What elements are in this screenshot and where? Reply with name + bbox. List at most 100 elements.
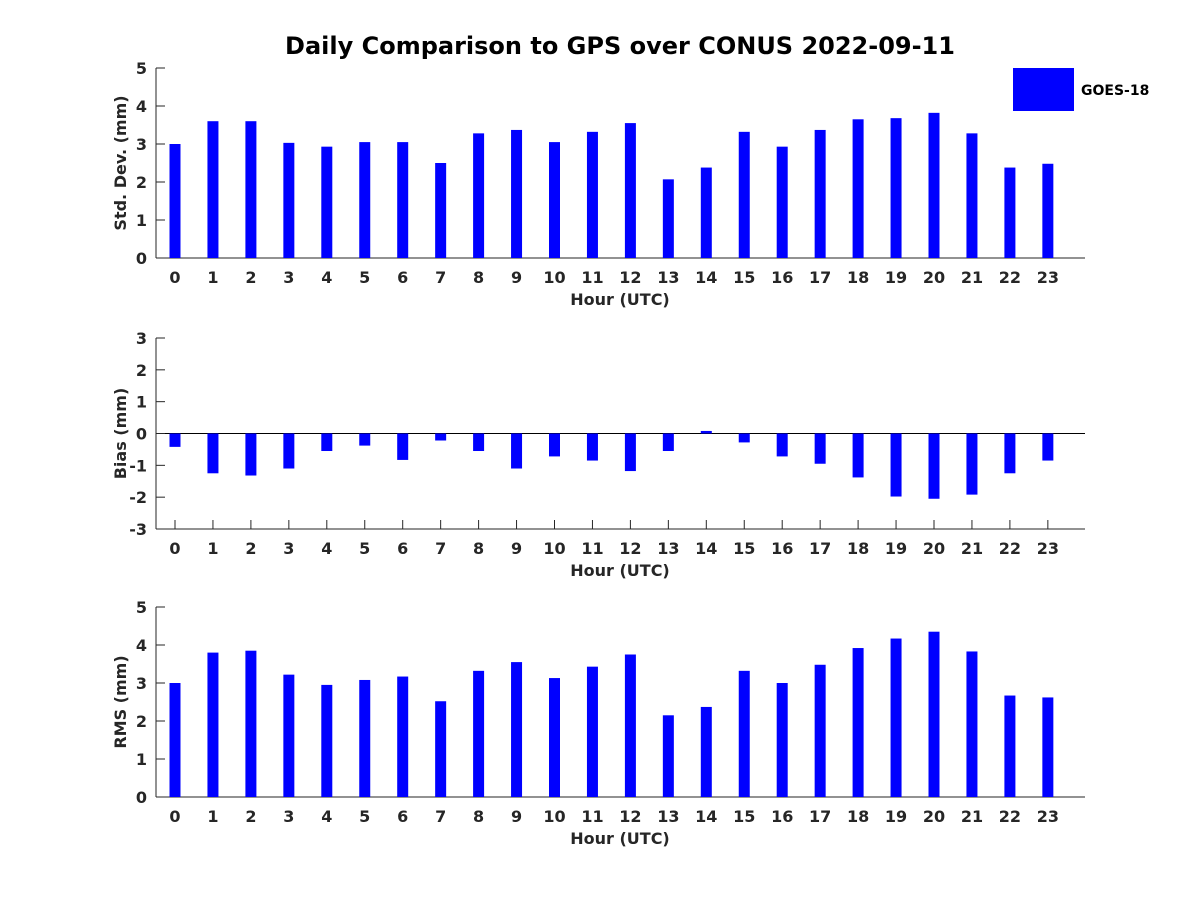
bias-x-tick-label: 11 — [581, 539, 603, 558]
std-dev-bar-hour-20 — [928, 112, 940, 258]
rms-y-tick-label: 3 — [136, 674, 147, 693]
bias-x-tick-label: 23 — [1037, 539, 1059, 558]
bias-x-tick-label: 22 — [999, 539, 1021, 558]
rms-bar-hour-10 — [549, 678, 560, 797]
bias-bar-hour-15 — [738, 433, 750, 443]
rms-x-tick-label: 1 — [207, 807, 218, 826]
rms-x-tick-label: 9 — [511, 807, 522, 826]
std-dev-bar-hour-10 — [549, 142, 560, 258]
bias-y-tick-label: 0 — [136, 425, 147, 444]
std-dev-x-tick-label: 6 — [397, 268, 408, 287]
bias-x-tick-label: 4 — [321, 539, 332, 558]
rms-x-tick-label: 5 — [359, 807, 370, 826]
std-dev-bar-hour-4 — [321, 146, 333, 258]
rms-bar-hour-0 — [169, 683, 181, 797]
std-dev-bar-hour-23 — [1042, 163, 1054, 258]
std-dev-x-tick-label: 13 — [657, 268, 679, 287]
std-dev-x-label: Hour (UTC) — [570, 290, 670, 309]
bias-x-tick-label: 20 — [923, 539, 945, 558]
bias-bar-hour-6 — [397, 433, 409, 460]
std-dev-bar-hour-14 — [700, 167, 712, 258]
bias-bar-hour-17 — [814, 433, 826, 464]
bias-x-tick-label: 19 — [885, 539, 907, 558]
std-dev-x-tick-label: 2 — [245, 268, 256, 287]
bias-bar-hour-23 — [1042, 433, 1054, 461]
bias-bar-hour-4 — [321, 433, 333, 452]
rms-x-tick-label: 2 — [245, 807, 256, 826]
bias-x-tick-label: 0 — [169, 539, 180, 558]
bias-bar-hour-14 — [700, 430, 712, 434]
std-dev-bar-hour-12 — [624, 123, 636, 258]
rms-x-tick-label: 21 — [961, 807, 983, 826]
std-dev-x-tick-label: 11 — [581, 268, 603, 287]
rms-bar-hour-7 — [435, 701, 447, 797]
bias-x-tick-label: 3 — [283, 539, 294, 558]
rms-x-tick-label: 19 — [885, 807, 907, 826]
std-dev-x-tick-label: 12 — [619, 268, 641, 287]
rms-bar-hour-11 — [586, 666, 598, 797]
legend-swatch — [1013, 68, 1074, 111]
std-dev-x-tick-label: 9 — [511, 268, 522, 287]
bias-x-tick-label: 18 — [847, 539, 869, 558]
rms-y-tick-label: 1 — [136, 750, 147, 769]
rms-bar-hour-19 — [890, 638, 902, 797]
rms-bar-hour-22 — [1004, 695, 1016, 797]
rms-x-tick-label: 20 — [923, 807, 945, 826]
rms-x-tick-label: 13 — [657, 807, 679, 826]
rms-bar-hour-12 — [624, 654, 636, 797]
rms-bar-hour-15 — [738, 670, 750, 797]
bias-bar-hour-0 — [169, 433, 181, 447]
bias-x-tick-label: 16 — [771, 539, 793, 558]
std-dev-x-tick-label: 7 — [435, 268, 446, 287]
bias-y-tick-label: -2 — [129, 488, 147, 507]
std-dev-y-tick-label: 2 — [136, 173, 147, 192]
std-dev-bar-hour-18 — [852, 119, 864, 258]
bias-y-label: Bias (mm) — [111, 388, 130, 480]
std-dev-y-tick-label: 3 — [136, 135, 147, 154]
rms-bar-hour-3 — [283, 674, 295, 797]
bias-x-tick-label: 13 — [657, 539, 679, 558]
std-dev-x-tick-label: 20 — [923, 268, 945, 287]
rms-bar-hour-21 — [966, 651, 978, 797]
rms-bar-hour-5 — [359, 679, 371, 797]
rms-x-tick-label: 7 — [435, 807, 446, 826]
std-dev-x-tick-label: 0 — [169, 268, 180, 287]
rms-x-tick-label: 16 — [771, 807, 793, 826]
rms-bar-hour-9 — [511, 662, 523, 797]
bias-bar-hour-2 — [245, 433, 257, 476]
bias-bar-hour-21 — [966, 433, 978, 495]
legend-label: GOES-18 — [1081, 83, 1149, 99]
std-dev-x-tick-label: 15 — [733, 268, 755, 287]
bias-bar-hour-8 — [473, 433, 485, 452]
bias-bar-hour-1 — [207, 433, 219, 474]
bias-x-tick-label: 15 — [733, 539, 755, 558]
bias-x-label: Hour (UTC) — [570, 561, 670, 580]
rms-bar-hour-20 — [928, 631, 940, 797]
bias-y-tick-label: -1 — [129, 456, 147, 475]
rms-x-tick-label: 8 — [473, 807, 484, 826]
bias-bar-hour-10 — [549, 433, 560, 457]
bias-bar-hour-19 — [890, 433, 902, 497]
std-dev-bar-hour-17 — [814, 129, 826, 258]
std-dev-bar-hour-1 — [207, 121, 219, 258]
std-dev-bar-hour-6 — [397, 142, 409, 258]
std-dev-x-tick-label: 22 — [999, 268, 1021, 287]
std-dev-bar-hour-7 — [435, 163, 447, 258]
rms-y-tick-label: 2 — [136, 712, 147, 731]
std-dev-bar-hour-16 — [776, 146, 788, 258]
bias-bar-hour-3 — [283, 433, 295, 469]
rms-x-tick-label: 12 — [619, 807, 641, 826]
bias-bar-hour-5 — [359, 433, 371, 446]
std-dev-y-tick-label: 4 — [136, 97, 147, 116]
bias-bar-hour-7 — [435, 433, 447, 441]
std-dev-x-tick-label: 16 — [771, 268, 793, 287]
rms-x-tick-label: 22 — [999, 807, 1021, 826]
rms-y-tick-label: 0 — [136, 788, 147, 807]
rms-bar-hour-6 — [397, 676, 409, 797]
rms-x-tick-label: 15 — [733, 807, 755, 826]
rms-bar-hour-14 — [700, 706, 712, 797]
